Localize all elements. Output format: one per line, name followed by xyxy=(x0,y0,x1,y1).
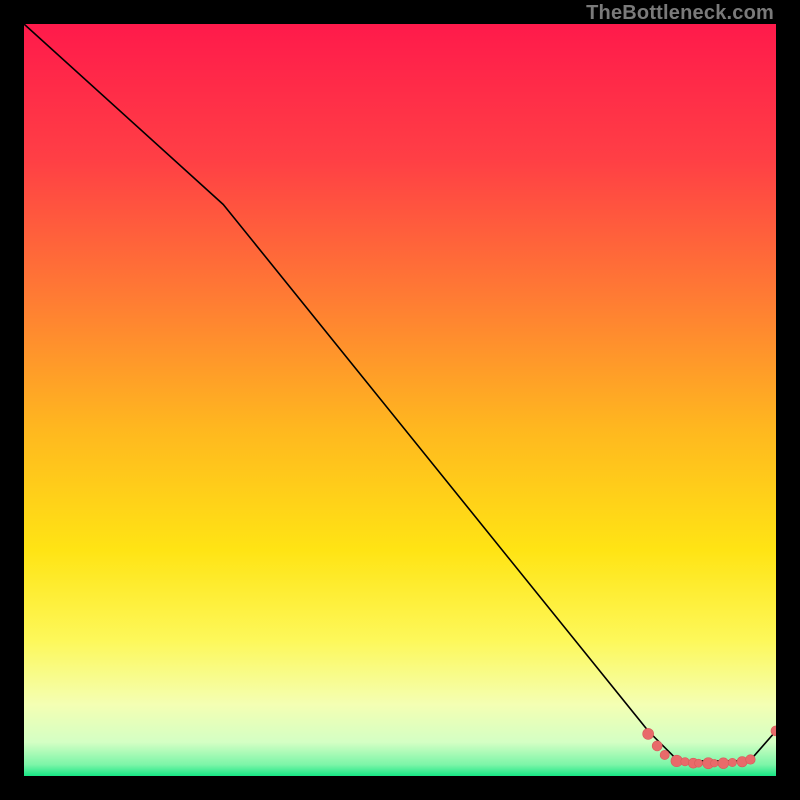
data-point xyxy=(718,758,729,769)
data-point xyxy=(643,728,654,739)
data-point xyxy=(711,759,719,767)
data-point xyxy=(728,758,736,766)
chart-background xyxy=(24,24,776,776)
data-point xyxy=(746,755,756,765)
data-point xyxy=(695,759,703,767)
data-point xyxy=(652,741,662,751)
chart-frame xyxy=(24,24,776,776)
bottleneck-chart xyxy=(24,24,776,776)
data-point xyxy=(681,758,689,766)
data-point xyxy=(660,750,669,759)
watermark-text: TheBottleneck.com xyxy=(586,2,774,25)
